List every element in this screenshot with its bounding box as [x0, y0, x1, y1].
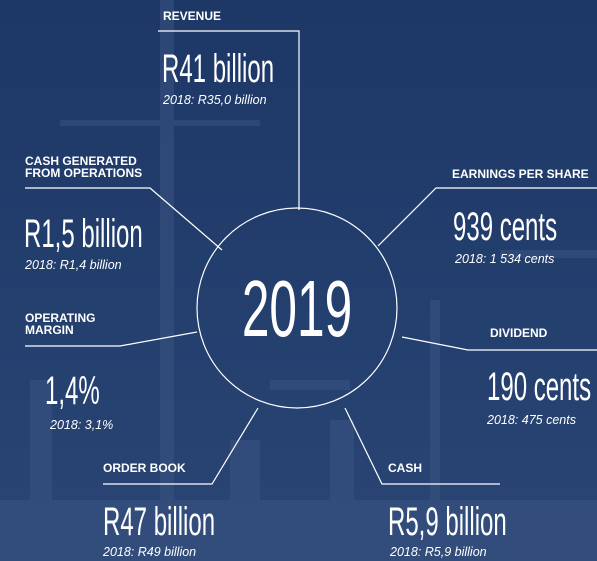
item-value: R1,5 billion	[24, 212, 143, 256]
item-label: OPERATING	[25, 311, 95, 325]
item-value: 1,4%	[45, 369, 100, 413]
item-label: REVENUE	[163, 9, 221, 23]
item-label: MARGIN	[25, 323, 74, 337]
connectors	[25, 30, 597, 485]
item-comparison: 2018: 1 534 cents	[454, 252, 554, 266]
item-comparison: 2018: R49 billion	[102, 545, 196, 559]
item-label: CASH GENERATED	[25, 154, 137, 168]
item-comparison: 2018: R5,9 billion	[389, 545, 487, 559]
center-year: 2019	[242, 264, 352, 353]
item-value: 939 cents	[453, 205, 557, 249]
item-label: DIVIDEND	[490, 326, 548, 340]
item-comparison: 2018: 3,1%	[49, 418, 113, 432]
item-value: 190 cents	[487, 365, 591, 409]
item-value: R5,9 billion	[388, 500, 507, 544]
item-label: EARNINGS PER SHARE	[452, 167, 589, 181]
item-comparison: 2018: 475 cents	[486, 413, 576, 427]
item-comparison: 2018: R35,0 billion	[162, 93, 267, 107]
item-value: R41 billion	[162, 47, 274, 91]
item-comparison: 2018: R1,4 billion	[24, 258, 122, 272]
item-label: ORDER BOOK	[103, 461, 186, 475]
item-label: CASH	[388, 461, 422, 475]
item-label: FROM OPERATIONS	[25, 166, 142, 180]
item-value: R47 billion	[103, 500, 215, 544]
